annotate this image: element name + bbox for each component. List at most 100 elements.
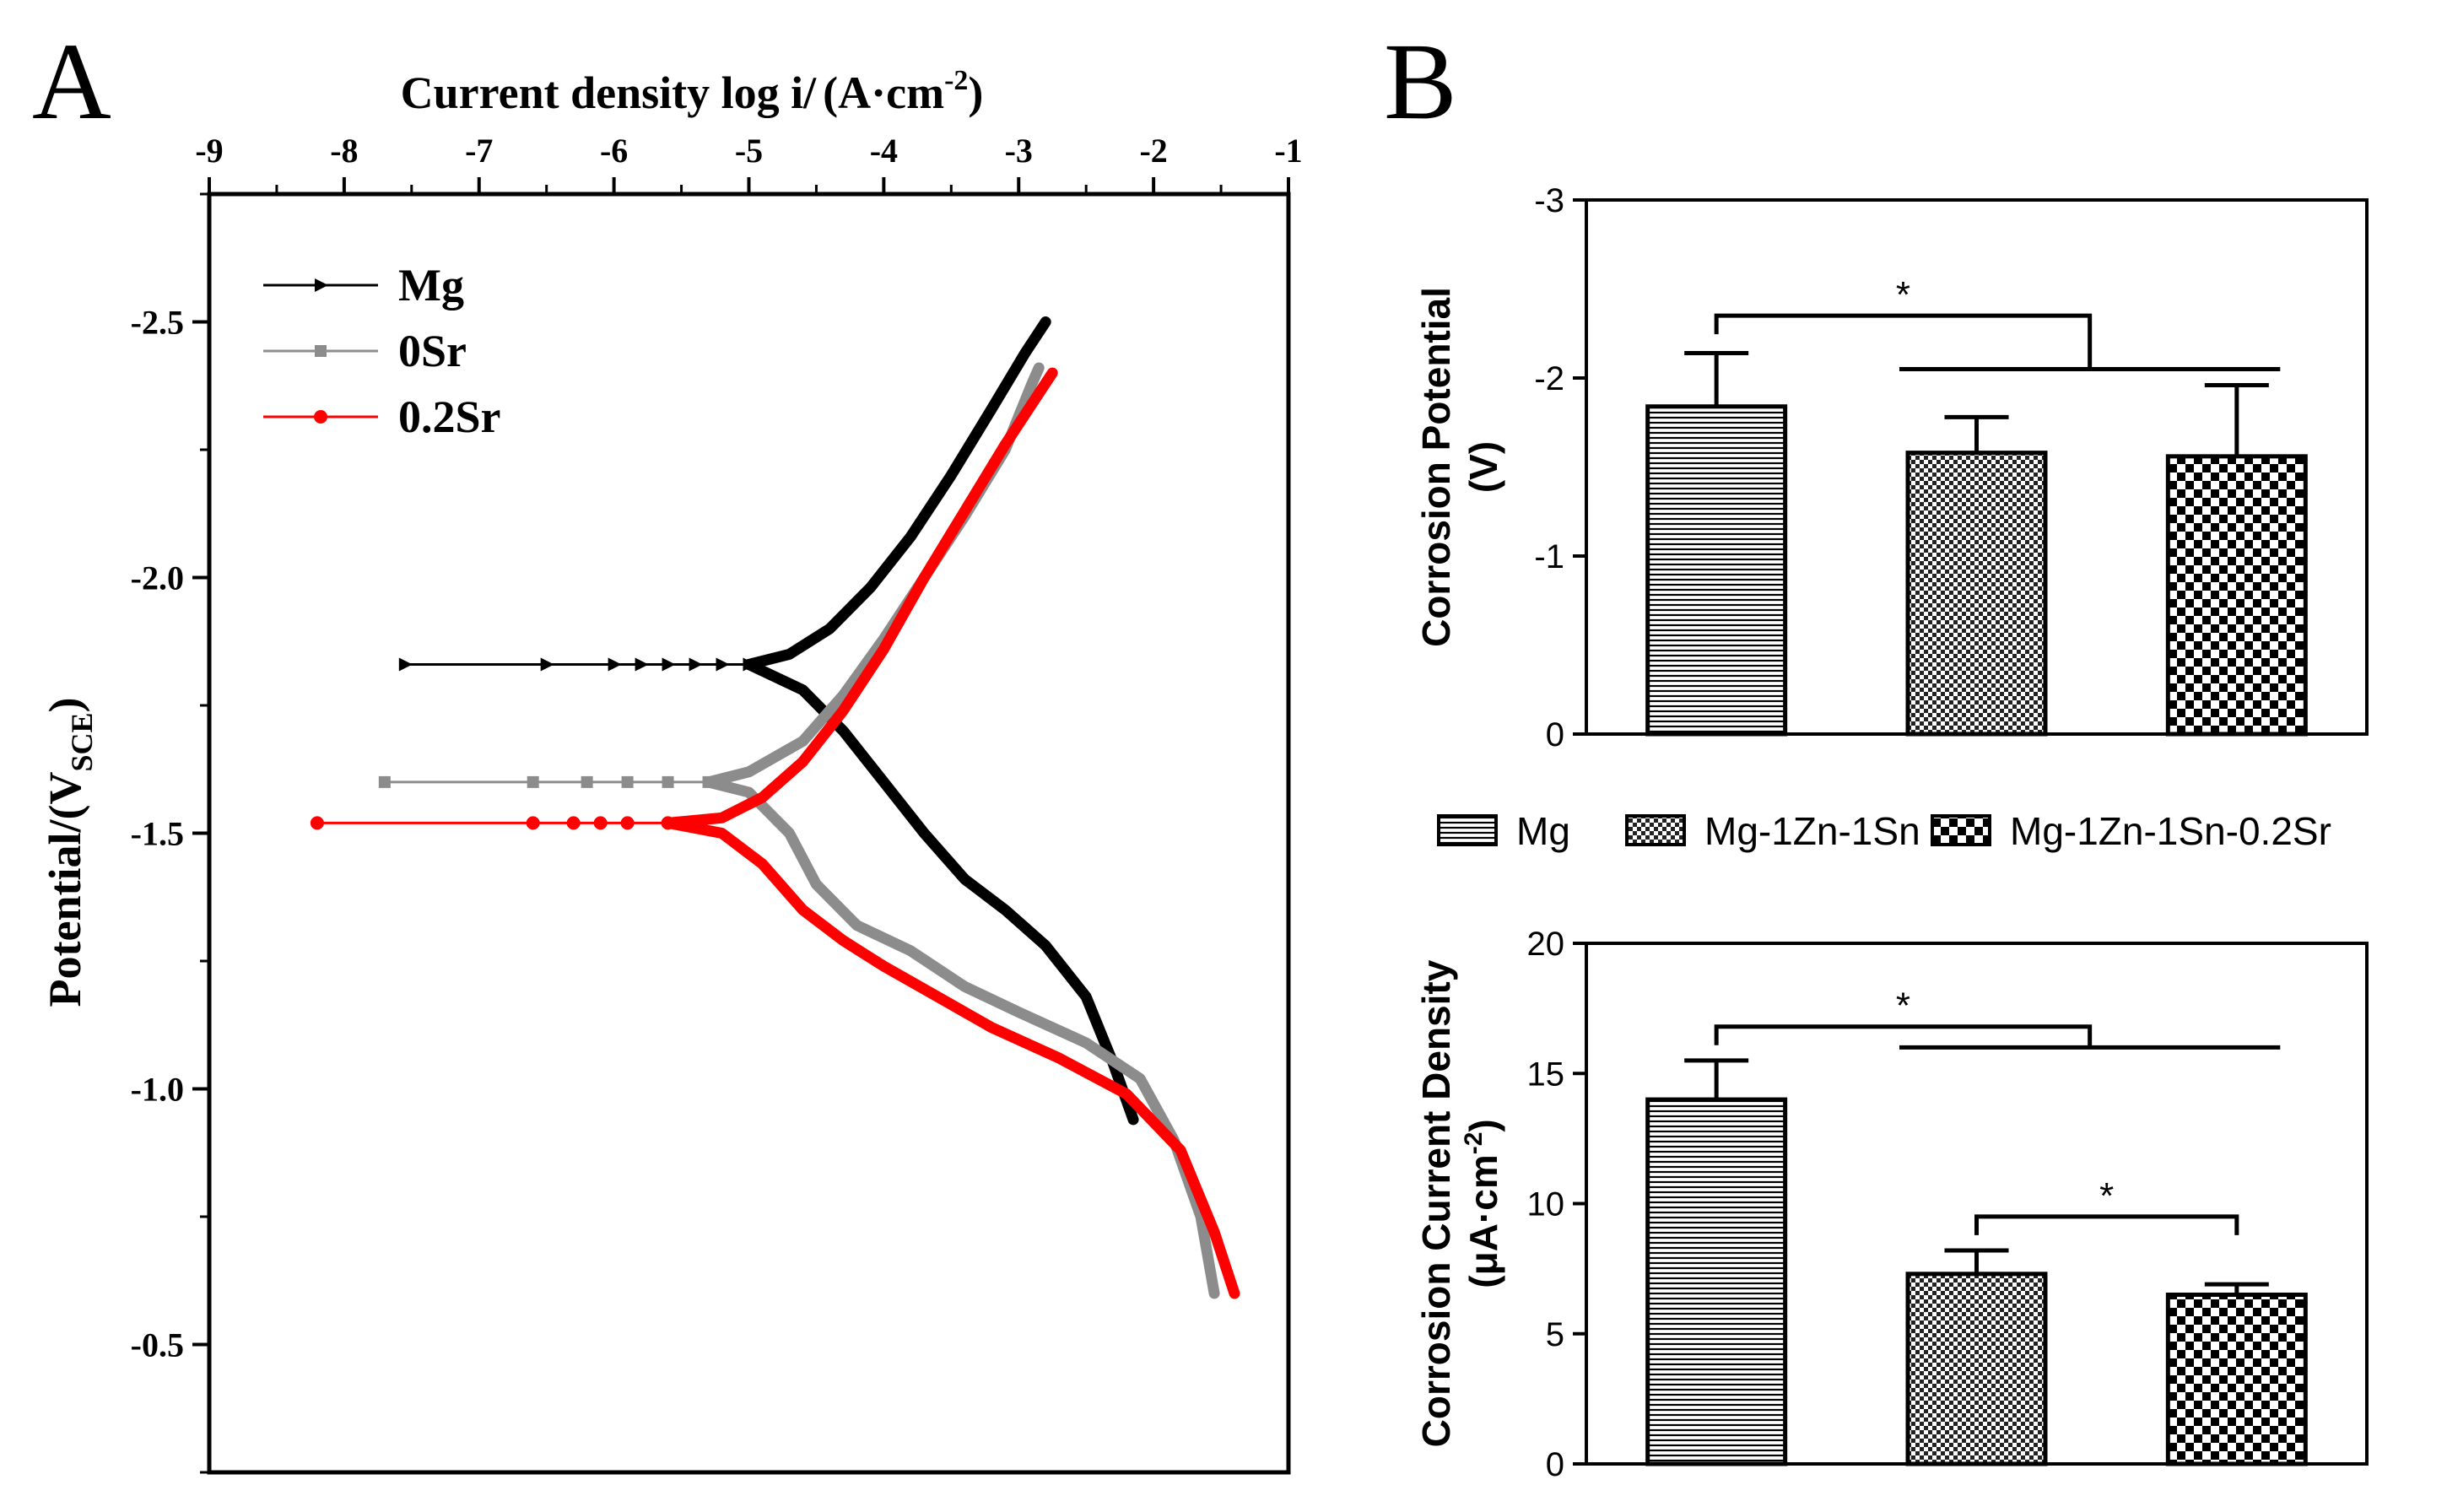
legend-swatch	[1625, 814, 1686, 846]
marker-circle	[314, 410, 327, 424]
bracket-line	[1714, 1024, 2093, 1048]
marker-circle	[310, 816, 324, 830]
y-axis-title-line2: (μA·cm-2)	[1460, 1119, 1505, 1288]
y-tick-label: 20	[1527, 926, 1565, 963]
bar-mg	[1645, 1097, 1788, 1466]
y-axis-ticks: -2.5 -2.0 -1.5 -1.0 -0.5	[131, 192, 209, 1474]
marker-circle	[593, 816, 608, 830]
legend-item-mg: Mg	[1437, 809, 1570, 853]
y-axis-title-line1: Corrosion Potential	[1414, 287, 1458, 647]
bar-mg-1zn-1sn	[1905, 451, 2048, 737]
marker-circle	[661, 816, 675, 830]
panel-b-letter: B	[1384, 21, 1457, 143]
legend-label: 0.2Sr	[398, 392, 501, 442]
x-tick-label: -8	[330, 132, 358, 170]
tafel-series	[310, 316, 1240, 1299]
marker-triangle	[716, 657, 730, 672]
y-axis-title: Corrosion Potential (V)	[1414, 287, 1505, 647]
significance-star: *	[2099, 1175, 2114, 1217]
legend-item-02Sr: 0.2Sr	[263, 392, 501, 442]
marker-square	[621, 775, 634, 788]
panel-a-letter: A	[32, 21, 111, 143]
y-tick-label: 10	[1527, 1186, 1565, 1223]
y-tick-label: 0	[1546, 716, 1564, 753]
svg-text:Potential/(VSCE): Potential/(VSCE)	[40, 698, 99, 1007]
x-tick-label: -7	[465, 132, 493, 170]
significance-bracket: *	[1974, 1175, 2239, 1235]
marker-triangle	[662, 657, 676, 672]
y-axis-title-line1: Corrosion Current Density	[1414, 959, 1458, 1447]
series-0Sr-line	[378, 362, 1220, 1299]
x-tick-label: -2	[1139, 132, 1167, 170]
y-axis-title-line2: (V)	[1461, 441, 1505, 493]
marker-triangle	[608, 657, 622, 672]
y-tick-label: -1.0	[131, 1071, 184, 1109]
marker-circle	[620, 816, 635, 830]
significance-star: *	[1896, 986, 1910, 1027]
y-tick-label: -1	[1534, 538, 1564, 575]
significance-bracket: *	[1714, 986, 2281, 1050]
legend-label: Mg-1Zn-1Sn-0.2Sr	[2010, 809, 2331, 853]
legend-swatch	[1931, 814, 1991, 846]
corrosion-potential-chart: 0 -1 -2 -3 * Corrosion Potential (V)	[1414, 182, 2369, 753]
panel-b: B 0 -1 -2 -3 * Corrosion Potential (V) Mg Mg-1Z…	[1384, 21, 2369, 1483]
y-tick-label: 5	[1546, 1316, 1564, 1353]
tafel-legend: Mg 0Sr 0.2Sr	[263, 260, 501, 442]
y-tick-label: -3	[1534, 182, 1564, 219]
corrosion-current-chart: 0 5 10 15 20 * * Corrosion Current Density (μA·c…	[1414, 926, 2369, 1483]
marker-circle	[566, 816, 581, 830]
significance-star: *	[1896, 274, 1910, 316]
bar-mg-1zn-1sn-02sr	[2165, 1292, 2308, 1466]
x-axis-ticks: -9 -8 -7 -6 -5 -4 -3 -2 -1	[195, 132, 1303, 194]
marker-circle	[526, 816, 540, 830]
series-anodic-branch	[662, 367, 1058, 829]
series-cathodic-branch	[662, 817, 1240, 1299]
x-tick-label: -1	[1274, 132, 1302, 170]
y-tick-label: 15	[1527, 1056, 1565, 1093]
marker-triangle	[689, 657, 703, 672]
marker-square	[527, 775, 539, 788]
series-cathodic-branch	[703, 776, 1220, 1299]
marker-square	[315, 345, 327, 357]
x-tick-label: -9	[195, 132, 223, 170]
legend-label: 0Sr	[398, 326, 467, 376]
plot-frame-a	[207, 192, 1291, 1475]
y-axis-title: Potential/(VSCE)	[40, 698, 99, 1007]
bracket-line	[1714, 313, 2093, 370]
series-02Sr-line	[310, 367, 1240, 1299]
legend-label: Mg	[1516, 809, 1570, 853]
marker-triangle	[540, 657, 554, 672]
bar-mg-1zn-1sn-02sr	[2165, 454, 2308, 737]
y-axis-title: Corrosion Current Density (μA·cm-2)	[1414, 959, 1505, 1447]
y-tick-label: -1.5	[131, 815, 184, 853]
x-axis-title: Current density log i/(A·cm-2)	[401, 65, 984, 118]
bracket-line	[1974, 1214, 2239, 1235]
marker-triangle	[398, 657, 413, 672]
significance-bracket: *	[1714, 274, 2281, 371]
marker-triangle	[315, 278, 328, 292]
marker-triangle	[635, 657, 649, 672]
marker-square	[581, 775, 593, 788]
marker-square	[702, 775, 715, 788]
bar-legend: Mg Mg-1Zn-1Sn Mg-1Zn-1Sn-0.2Sr	[1437, 809, 2331, 853]
y-tick-label: -2.0	[131, 559, 184, 597]
x-tick-label: -6	[600, 132, 628, 170]
series-anodic-branch	[743, 316, 1051, 670]
x-tick-label: -4	[870, 132, 898, 170]
x-tick-label: -5	[735, 132, 763, 170]
legend-item-mg-1zn-1sn: Mg-1Zn-1Sn	[1625, 809, 1920, 853]
marker-triangle	[743, 657, 757, 672]
legend-item-0Sr: 0Sr	[263, 326, 467, 376]
x-tick-label: -3	[1005, 132, 1033, 170]
legend-label: Mg-1Zn-1Sn	[1704, 809, 1920, 853]
panel-a: A Current density log i/(A·cm-2) -9 -8 -7-…	[32, 21, 1303, 1475]
bar-mg	[1645, 404, 1788, 737]
series-Mg-line	[398, 316, 1139, 1126]
bar-mg-1zn-1sn	[1905, 1272, 2048, 1466]
marker-square	[378, 775, 391, 788]
legend-item-Mg: Mg	[263, 260, 464, 310]
y-tick-label: -2.5	[131, 304, 184, 342]
legend-item-mg-1zn-1sn-02sr: Mg-1Zn-1Sn-0.2Sr	[1931, 809, 2331, 853]
y-tick-label: -0.5	[131, 1326, 184, 1364]
